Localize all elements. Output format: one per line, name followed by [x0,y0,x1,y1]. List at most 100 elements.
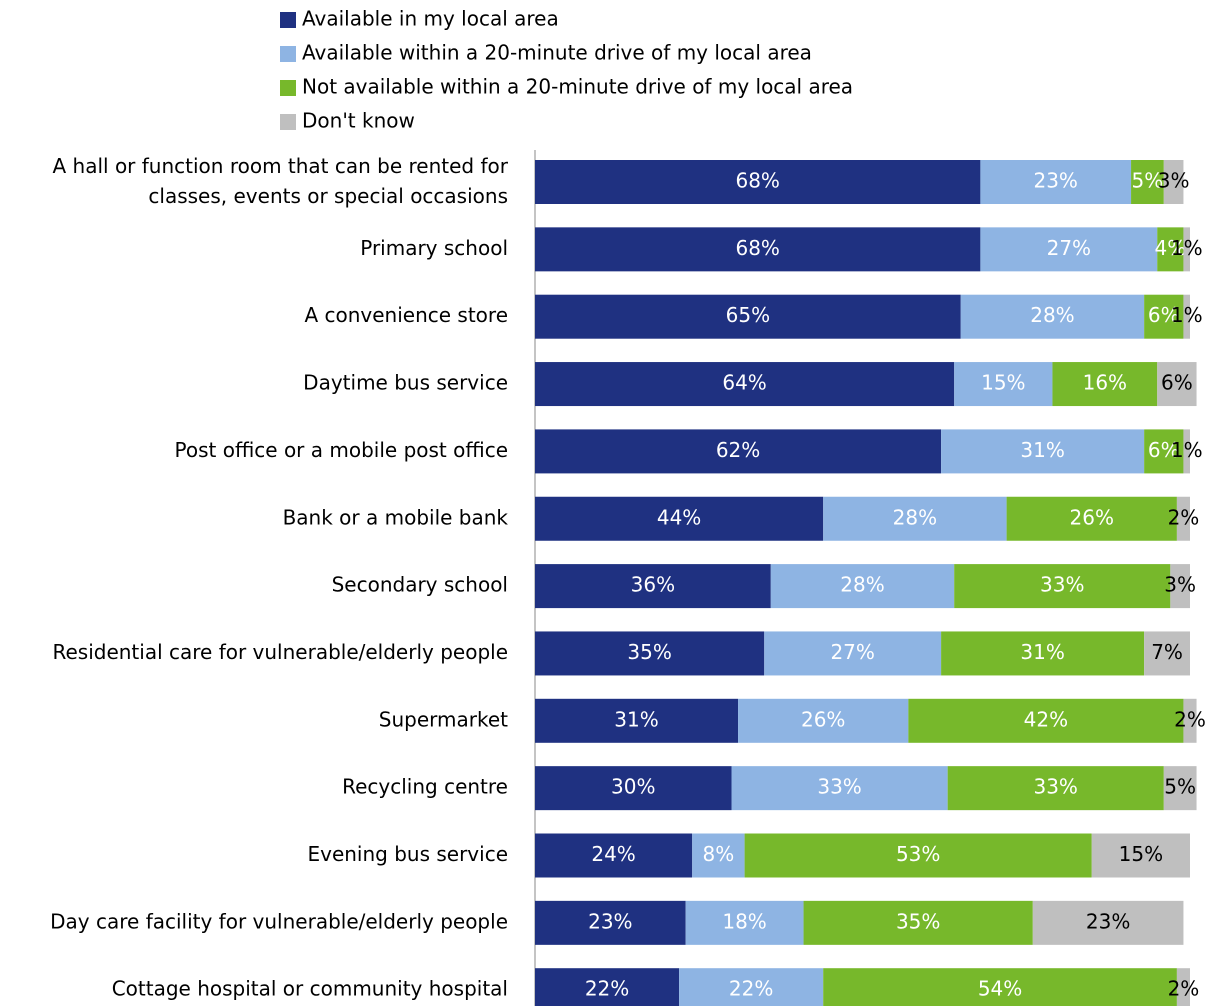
bar-segment [1144,631,1190,676]
value-label: 36% [631,573,675,597]
category-label: Secondary school [332,573,508,597]
bar-segment [941,631,1145,676]
bar-segment [1176,496,1190,541]
bar-segment [1157,362,1197,407]
value-label: 22% [585,977,629,1001]
bar-segment [738,698,909,743]
category-label: Primary school [360,236,508,260]
category-label: Recycling centre [342,775,508,799]
bar-segment [980,160,1132,204]
value-label: 68% [735,236,779,260]
category-label: A hall or function room that can be rent… [53,154,509,208]
value-label: 27% [1047,236,1091,260]
bar-segment [1183,294,1190,339]
legend-swatch [280,46,296,62]
value-label: 1% [1171,236,1203,260]
category-label: Daytime bus service [303,371,508,395]
bar-segment [535,294,961,339]
bar-segment [1163,766,1197,811]
value-label: 35% [896,909,940,933]
value-label: 44% [657,505,701,529]
bar-segment [535,564,771,609]
bar-segment [803,900,1033,945]
bar-segment [1006,496,1177,541]
value-label: 5% [1164,775,1196,799]
value-label: 22% [729,977,773,1001]
bar-segment [770,564,955,609]
value-label: 27% [830,640,874,664]
bar-segment [980,227,1158,272]
value-label: 5% [1132,169,1164,193]
category-label: Evening bus service [307,842,508,866]
category-label: Residential care for vulnerable/elderly … [52,640,508,664]
value-label: 28% [840,573,884,597]
value-label: 26% [1070,505,1114,529]
bar-segment [535,631,765,676]
value-label: 2% [1174,707,1206,731]
value-label: 2% [1168,977,1200,1001]
value-label: 3% [1164,573,1196,597]
value-label: 2% [1168,505,1200,529]
bar-segment [1176,968,1190,1006]
value-label: 15% [1119,842,1163,866]
bar-segment [1183,429,1190,474]
bar-segment [1144,294,1184,339]
bar-segment [947,766,1164,811]
bar-segment [1183,698,1197,743]
bar-segment [535,698,739,743]
bar-segment [535,362,955,407]
value-label: 1% [1171,303,1203,327]
value-label: 24% [591,842,635,866]
value-label: 65% [726,303,770,327]
value-label: 68% [735,169,779,193]
value-label: 6% [1148,303,1180,327]
value-label: 35% [627,640,671,664]
value-label: 23% [1086,909,1130,933]
bar-segment [685,900,804,945]
bar-segment [744,833,1092,878]
category-label: Day care facility for vulnerable/elderly… [50,909,508,933]
legend-label: Not available within a 20-minute drive o… [302,75,853,99]
value-label: 62% [716,438,760,462]
legend-label: Available in my local area [302,7,559,31]
value-label: 31% [1020,438,1064,462]
value-label: 64% [722,371,766,395]
bar-segment [1170,564,1190,609]
value-label: 8% [703,842,735,866]
value-label: 16% [1083,371,1127,395]
category-label: A convenience store [304,303,508,327]
value-label: 23% [1033,169,1077,193]
value-label: 26% [801,707,845,731]
value-label: 42% [1024,707,1068,731]
bar-segment [535,227,981,272]
category-label: Bank or a mobile bank [283,505,509,529]
bar-segment [535,429,942,474]
value-label: 6% [1148,438,1180,462]
value-label: 33% [1033,775,1077,799]
bar-segment [731,766,948,811]
value-label: 33% [1040,573,1084,597]
value-label: 30% [611,775,655,799]
bar-segment [1052,362,1158,407]
value-label: 1% [1171,438,1203,462]
bar-segment [535,968,680,1006]
bar-segment [535,160,981,204]
bar-segment [764,631,942,676]
bar-segment [941,429,1145,474]
bar-segment [1091,833,1190,878]
bar-segment [1144,429,1184,474]
bar-segment [1032,900,1184,945]
value-label: 6% [1161,371,1193,395]
value-label: 7% [1151,640,1183,664]
bar-segment [823,968,1177,1006]
value-label: 53% [896,842,940,866]
value-label: 3% [1158,169,1190,193]
value-label: 23% [588,909,632,933]
value-label: 31% [614,707,658,731]
bar-segment [954,362,1053,407]
legend-label: Available within a 20-minute drive of my… [302,41,812,65]
category-label: Cottage hospital or community hospital [112,977,508,1001]
bar-segment [823,496,1007,541]
bar-segment [692,833,745,878]
